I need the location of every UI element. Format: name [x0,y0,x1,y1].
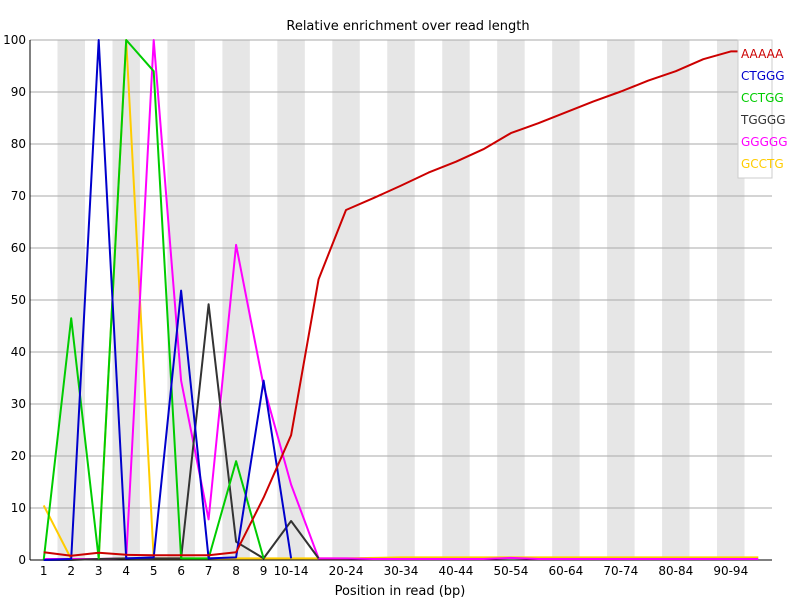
y-tick-label: 50 [11,293,26,307]
chart-title: Relative enrichment over read length [286,19,529,34]
series-line-ggggg [43,39,759,560]
x-tick-label: 1 [40,564,48,578]
x-tick-label: 7 [205,564,213,578]
y-tick-label: 40 [11,345,26,359]
x-tick-label: 6 [177,564,185,578]
x-axis-ticks: 1 2 3 4 5 6 7 8 9 10-14 20-24 30-34 40-44 50-54 60-64 7… [40,564,748,578]
y-tick-label: 20 [11,449,26,463]
x-tick-label: 30-34 [384,564,419,578]
legend-entry: TGGGG [740,113,786,127]
y-tick-label: 80 [11,137,26,151]
x-tick-label: 80-84 [658,564,693,578]
x-tick-label: 20-24 [329,564,364,578]
x-tick-label: 50-54 [493,564,528,578]
x-tick-label: 70-74 [603,564,638,578]
x-tick-label: 2 [67,564,75,578]
x-tick-label: 60-64 [548,564,583,578]
legend-entry: CTGGG [741,69,785,83]
x-tick-label: 9 [260,564,268,578]
legend: AAAAA CTGGG CCTGG TGGGG GGGGG GCCTG [737,39,788,179]
x-tick-label: 90-94 [713,564,748,578]
y-tick-label: 60 [11,241,26,255]
y-tick-label: 10 [11,501,26,515]
x-tick-label: 5 [150,564,158,578]
legend-box [737,39,773,179]
y-tick-label: 0 [18,553,26,567]
x-axis-label: Position in read (bp) [335,584,466,599]
legend-entry: CCTGG [741,91,784,105]
y-tick-label: 70 [11,189,26,203]
series-line-ctggg [43,39,293,561]
y-tick-label: 90 [11,85,26,99]
x-tick-label: 3 [95,564,103,578]
horizontal-gridlines [30,39,772,509]
y-axis-ticks: 0 10 20 30 40 50 60 70 80 90 100 [3,33,26,567]
x-tick-label: 40-44 [439,564,474,578]
y-tick-label: 100 [3,33,26,47]
x-tick-label: 8 [232,564,240,578]
x-tick-label: 4 [122,564,130,578]
x-tick-label: 10-14 [274,564,309,578]
series-line-aaaaa [43,50,759,557]
series-lines [42,39,759,561]
y-tick-label: 30 [11,397,26,411]
legend-entry: GCCTG [741,157,784,171]
legend-entry: AAAAA [741,47,784,61]
legend-entry: GGGGG [741,135,788,149]
